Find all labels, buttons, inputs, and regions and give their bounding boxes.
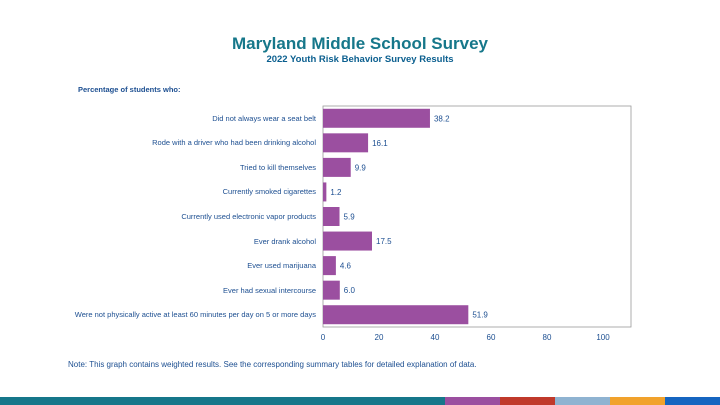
category-label: Currently used electronic vapor products xyxy=(181,212,316,221)
data-label: 1.2 xyxy=(330,188,342,197)
footnote: Note: This graph contains weighted resul… xyxy=(68,360,477,369)
data-label: 38.2 xyxy=(434,114,450,123)
x-tick-label: 40 xyxy=(431,333,440,342)
bar xyxy=(323,133,369,153)
footer-segment xyxy=(555,397,610,405)
footer-segment xyxy=(500,397,555,405)
data-label: 16.1 xyxy=(372,139,388,148)
category-label: Did not always wear a seat belt xyxy=(212,113,316,123)
data-label: 4.6 xyxy=(340,262,352,271)
category-label: Were not physically active at least 60 m… xyxy=(74,310,316,320)
data-label: 17.5 xyxy=(376,237,392,246)
category-label: Ever drank alcohol xyxy=(253,236,316,246)
x-tick-label: 100 xyxy=(596,333,610,342)
x-tick-label: 20 xyxy=(375,333,384,342)
footer-segment xyxy=(445,397,500,405)
chart-subtitle: 2022 Youth Risk Behavior Survey Results xyxy=(266,54,454,65)
footer-segment xyxy=(0,397,445,405)
category-label: Currently smoked cigarettes xyxy=(222,187,316,197)
footer-color-band xyxy=(0,397,720,405)
bar xyxy=(323,108,430,128)
x-tick-label: 80 xyxy=(543,333,552,342)
data-label: 9.9 xyxy=(355,163,367,172)
data-label: 51.9 xyxy=(472,311,488,320)
category-label: Rode with a driver who had been drinking… xyxy=(152,138,316,148)
category-label: Tried to kill themselves xyxy=(240,162,316,172)
data-label: 6.0 xyxy=(344,286,356,295)
category-label: Ever had sexual intercourse xyxy=(223,285,316,295)
chart-title: Maryland Middle School Survey xyxy=(231,34,488,53)
bar xyxy=(323,280,340,300)
bar xyxy=(323,231,372,251)
x-tick-label: 0 xyxy=(321,333,326,342)
bar xyxy=(323,256,336,276)
data-label: 5.9 xyxy=(344,213,356,222)
chart-caption: Percentage of students who: xyxy=(78,85,181,94)
x-tick-label: 60 xyxy=(487,333,496,342)
plot-frame xyxy=(322,105,632,328)
bar xyxy=(323,182,327,202)
footer-segment xyxy=(610,397,665,405)
bar xyxy=(323,157,351,177)
bar xyxy=(323,207,340,226)
category-label: Ever used marijuana xyxy=(247,261,316,271)
footer-segment xyxy=(665,397,720,405)
bar xyxy=(323,305,469,325)
